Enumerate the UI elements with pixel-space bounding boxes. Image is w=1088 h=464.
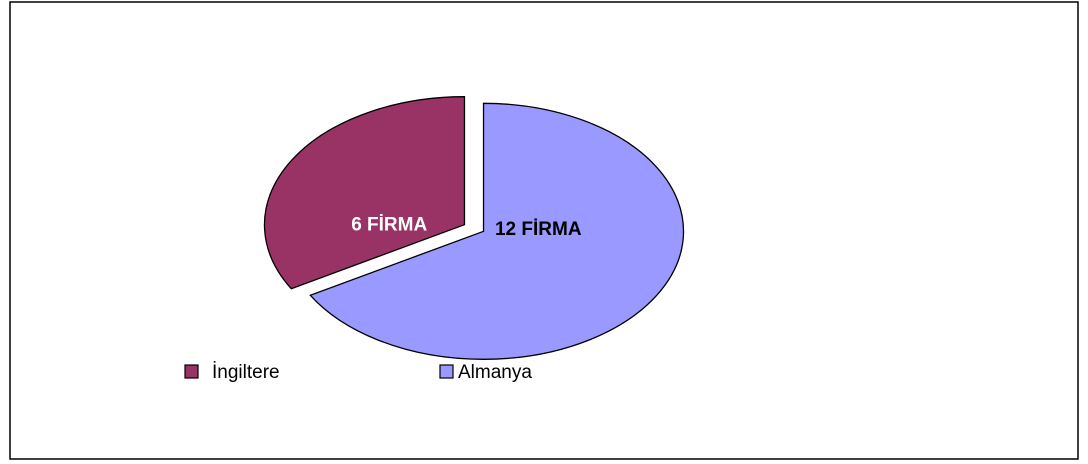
legend-swatch (184, 364, 199, 379)
legend-swatch (439, 364, 454, 379)
legend-label: Almanya (458, 362, 532, 383)
slice-label: 6 FİRMA (351, 215, 427, 236)
slice-label: 12 FİRMA (495, 219, 582, 240)
pie-slice (263, 96, 466, 290)
legend-label: İngiltere (212, 362, 280, 383)
pie-slice (309, 102, 685, 360)
